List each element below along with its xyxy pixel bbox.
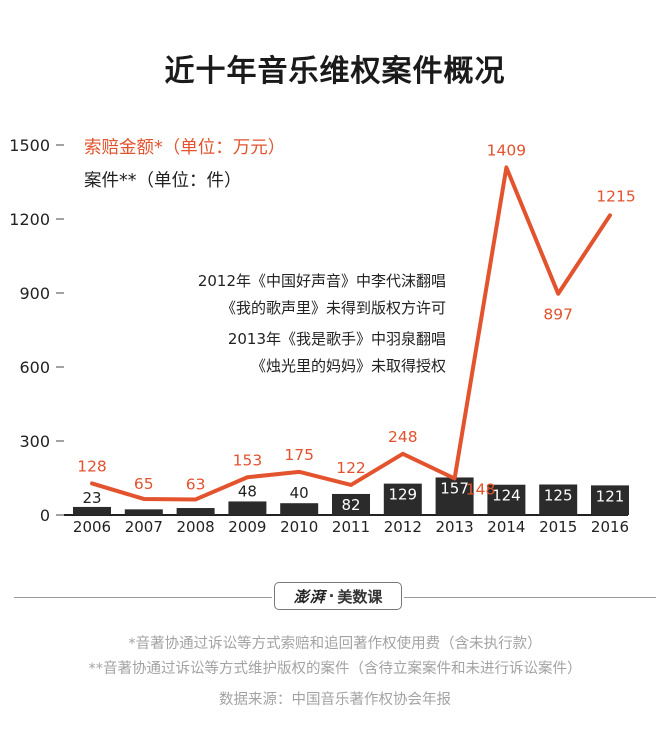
bar-label: 124 — [492, 487, 521, 505]
annotation-layer: 2012年《中国好声音》中李代沫翻唱《我的歌声里》未得到版权方许可 2013年《我… — [198, 272, 446, 375]
brand-rule-right — [404, 597, 656, 598]
x-tick-label: 2013 — [436, 518, 474, 536]
x-tick-label: 2012 — [384, 518, 422, 536]
line-layer — [90, 165, 612, 502]
x-tick-label: 2016 — [591, 518, 629, 536]
legend-layer: 索赔金额*（单位：万元） 案件**（单位：件） — [84, 138, 285, 191]
line-label: 248 — [388, 428, 418, 446]
chart-title: 近十年音乐维权案件概况 — [164, 54, 506, 89]
bar-layer — [73, 477, 629, 515]
brand-logo-text: 澎湃 — [293, 587, 326, 606]
y-tick-label: 1200 — [9, 210, 50, 229]
x-tick-label: 2007 — [125, 518, 163, 536]
line-label: 122 — [336, 459, 366, 477]
x-tick-label: 2008 — [177, 518, 215, 536]
bar-label: 125 — [544, 487, 573, 505]
bar-label: 82 — [341, 496, 360, 514]
chart: 0 300 600 900 1200 1500 2006 2007 2008 2009 2010 20… — [9, 136, 636, 536]
y-tick-label: 0 — [40, 506, 50, 525]
bar — [591, 485, 629, 515]
footnote-claims: *音著协通过诉讼等方式索赔和追回著作权使用费（含未执行款） — [128, 636, 542, 652]
line-label: 65 — [134, 475, 154, 493]
annotation-line: 《我的歌声里》未得到版权方许可 — [221, 299, 446, 317]
x-tick-label: 2009 — [228, 518, 266, 536]
label-layer: 23 48 40 82 129 157 124 125 121 128 65 63 153 175 122 2… — [77, 141, 636, 514]
x-tick-label: 2015 — [539, 518, 577, 536]
bar — [487, 484, 526, 515]
line-label: 1409 — [487, 141, 526, 159]
bar-label: 48 — [238, 482, 257, 500]
brand-logo: 澎湃 · 美数课 — [274, 582, 402, 610]
brand-separator: · — [328, 587, 335, 605]
brand-name: 美数课 — [337, 587, 383, 606]
bar — [539, 484, 578, 515]
y-tick-label: 1500 — [9, 136, 50, 155]
bar — [73, 506, 111, 515]
x-tick-label: 2006 — [73, 518, 111, 536]
bar-label: 40 — [290, 484, 309, 502]
claims-line — [90, 165, 612, 502]
bar — [176, 508, 215, 515]
bar — [435, 477, 474, 515]
footnote-cases: **音著协通过诉讼等方式维护版权的案件（含待立案案件和未进行诉讼案件） — [88, 661, 582, 677]
bar — [280, 503, 319, 515]
legend-line-label: 索赔金额*（单位：万元） — [84, 138, 285, 158]
bar — [332, 493, 370, 515]
line-label: 128 — [77, 457, 107, 475]
bar-label: 121 — [596, 487, 625, 505]
line-label: 63 — [186, 475, 206, 493]
bar-label: 157 — [440, 479, 469, 497]
annotation-line: 《烛光里的妈妈》未取得授权 — [251, 357, 446, 375]
line-label: 1215 — [596, 187, 635, 205]
bar — [124, 509, 163, 515]
data-source: 数据来源：中国音乐著作权协会年报 — [219, 692, 451, 708]
bar — [228, 501, 267, 515]
annotation-line: 2013年《我是歌手》中羽泉翻唱 — [228, 330, 446, 348]
y-tick-label: 300 — [19, 432, 50, 451]
annotation-line: 2012年《中国好声音》中李代沫翻唱 — [198, 272, 446, 290]
y-tick-label: 600 — [19, 358, 50, 377]
line-label: 153 — [233, 451, 263, 469]
x-tick-label: 2014 — [487, 518, 525, 536]
line-label: 148 — [466, 480, 496, 498]
legend-bar-label: 案件**（单位：件） — [84, 171, 242, 191]
y-tick-label: 900 — [19, 284, 50, 303]
x-tick-label: 2010 — [280, 518, 318, 536]
line-label: 175 — [284, 446, 314, 464]
bar — [383, 483, 422, 515]
brand-bar: 澎湃 · 美数课 — [0, 580, 670, 614]
bar-label: 23 — [82, 489, 101, 507]
bar-label: 129 — [388, 486, 417, 504]
x-tick-label: 2011 — [332, 518, 370, 536]
brand-rule-left — [14, 597, 272, 598]
axis-layer: 0 300 600 900 1200 1500 2006 2007 2008 2009 2010 20… — [9, 136, 629, 536]
line-label: 897 — [543, 306, 573, 324]
